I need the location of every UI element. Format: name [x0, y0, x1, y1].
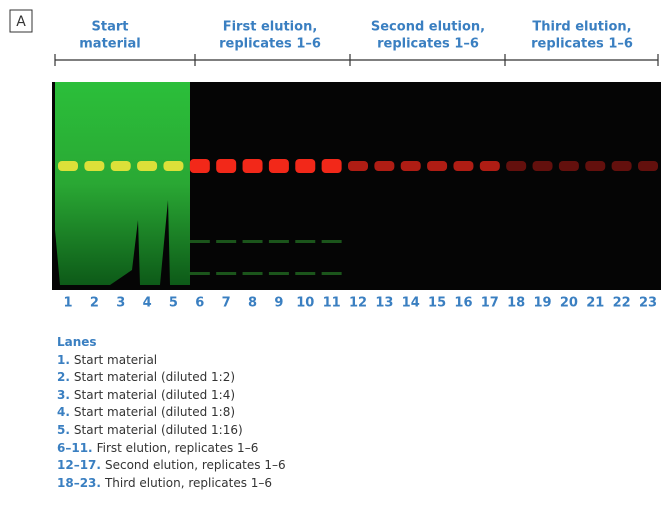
group-bracket	[55, 54, 658, 66]
band	[559, 161, 579, 171]
legend-text: Third elution, replicates 1–6	[105, 476, 272, 490]
legend-item: 2. Start material (diluted 1:2)	[57, 369, 286, 387]
lane-number: 15	[428, 296, 446, 311]
lane-number: 17	[481, 296, 499, 311]
figure: A Start material First elution, replicates …	[0, 0, 661, 515]
legend-item: 6–11. First elution, replicates 1–6	[57, 440, 286, 458]
faint-band	[243, 240, 263, 243]
band	[401, 161, 421, 171]
lane-number: 23	[639, 296, 657, 311]
lane-number: 16	[454, 296, 472, 311]
lane-number: 13	[375, 296, 393, 311]
band	[84, 161, 104, 171]
lane-number: 7	[222, 296, 231, 311]
faint-band	[269, 272, 289, 275]
band	[190, 159, 210, 173]
group-header: replicates 1–6	[377, 37, 479, 52]
legend-title: Lanes	[57, 334, 286, 352]
lane-number: 3	[116, 296, 125, 311]
faint-band	[295, 272, 315, 275]
lane-number: 14	[402, 296, 420, 311]
lane-number: 1	[63, 296, 72, 311]
band	[58, 161, 78, 171]
legend-text: First elution, replicates 1–6	[97, 441, 259, 455]
legend-item: 18–23. Third elution, replicates 1–6	[57, 475, 286, 493]
faint-band	[190, 272, 210, 275]
legend-number: 1.	[57, 353, 70, 367]
band	[295, 159, 315, 173]
lane-number: 19	[533, 296, 551, 311]
lane-number: 2	[90, 296, 99, 311]
band	[348, 161, 368, 171]
band	[480, 161, 500, 171]
group-header: replicates 1–6	[219, 37, 321, 52]
legend-text: Start material (diluted 1:8)	[74, 405, 235, 419]
lane-number: 8	[248, 296, 257, 311]
legend-number: 5.	[57, 423, 70, 437]
lane-number: 6	[195, 296, 204, 311]
gel-figure: A Start material First elution, replicates …	[0, 0, 661, 330]
legend-number: 12–17.	[57, 458, 101, 472]
lane-number: 22	[613, 296, 631, 311]
green-smear	[55, 82, 190, 285]
band	[506, 161, 526, 171]
lane-number: 18	[507, 296, 525, 311]
band	[585, 161, 605, 171]
group-header: Start	[92, 20, 129, 35]
band	[638, 161, 658, 171]
band	[374, 161, 394, 171]
faint-band	[216, 240, 236, 243]
legend-text: Second elution, replicates 1–6	[105, 458, 286, 472]
legend-text: Start material	[74, 353, 157, 367]
legend-item: 3. Start material (diluted 1:4)	[57, 387, 286, 405]
group-header: material	[79, 37, 140, 52]
band	[216, 159, 236, 173]
legend: Lanes 1. Start material 2. Start material (…	[57, 334, 286, 492]
band	[111, 161, 131, 171]
faint-band	[190, 240, 210, 243]
legend-number: 4.	[57, 405, 70, 419]
band	[427, 161, 447, 171]
legend-number: 3.	[57, 388, 70, 402]
lane-number: 4	[143, 296, 152, 311]
band	[453, 161, 473, 171]
band	[612, 161, 632, 171]
group-header: replicates 1–6	[531, 37, 633, 52]
group-header: Second elution,	[371, 20, 485, 35]
faint-band	[295, 240, 315, 243]
lane-number: 12	[349, 296, 367, 311]
faint-band	[322, 272, 342, 275]
faint-band	[269, 240, 289, 243]
lane-number: 10	[296, 296, 314, 311]
legend-items: 1. Start material 2. Start material (dilute…	[57, 352, 286, 493]
band	[243, 159, 263, 173]
band	[269, 159, 289, 173]
panel-label: A	[16, 14, 26, 30]
faint-band	[243, 272, 263, 275]
legend-text: Start material (diluted 1:2)	[74, 370, 235, 384]
faint-band	[216, 272, 236, 275]
group-header: Third elution,	[532, 20, 631, 35]
lane-number: 9	[274, 296, 283, 311]
legend-item: 4. Start material (diluted 1:8)	[57, 404, 286, 422]
legend-item: 5. Start material (diluted 1:16)	[57, 422, 286, 440]
legend-number: 18–23.	[57, 476, 101, 490]
legend-number: 6–11.	[57, 441, 93, 455]
legend-text: Start material (diluted 1:16)	[74, 423, 243, 437]
legend-number: 2.	[57, 370, 70, 384]
band	[322, 159, 342, 173]
band	[163, 161, 183, 171]
lane-number: 11	[323, 296, 341, 311]
group-header: First elution,	[223, 20, 318, 35]
legend-item: 1. Start material	[57, 352, 286, 370]
lane-number: 5	[169, 296, 178, 311]
lane-number: 20	[560, 296, 578, 311]
band	[533, 161, 553, 171]
legend-text: Start material (diluted 1:4)	[74, 388, 235, 402]
faint-band	[322, 240, 342, 243]
band	[137, 161, 157, 171]
legend-item: 12–17. Second elution, replicates 1–6	[57, 457, 286, 475]
lane-number: 21	[586, 296, 604, 311]
